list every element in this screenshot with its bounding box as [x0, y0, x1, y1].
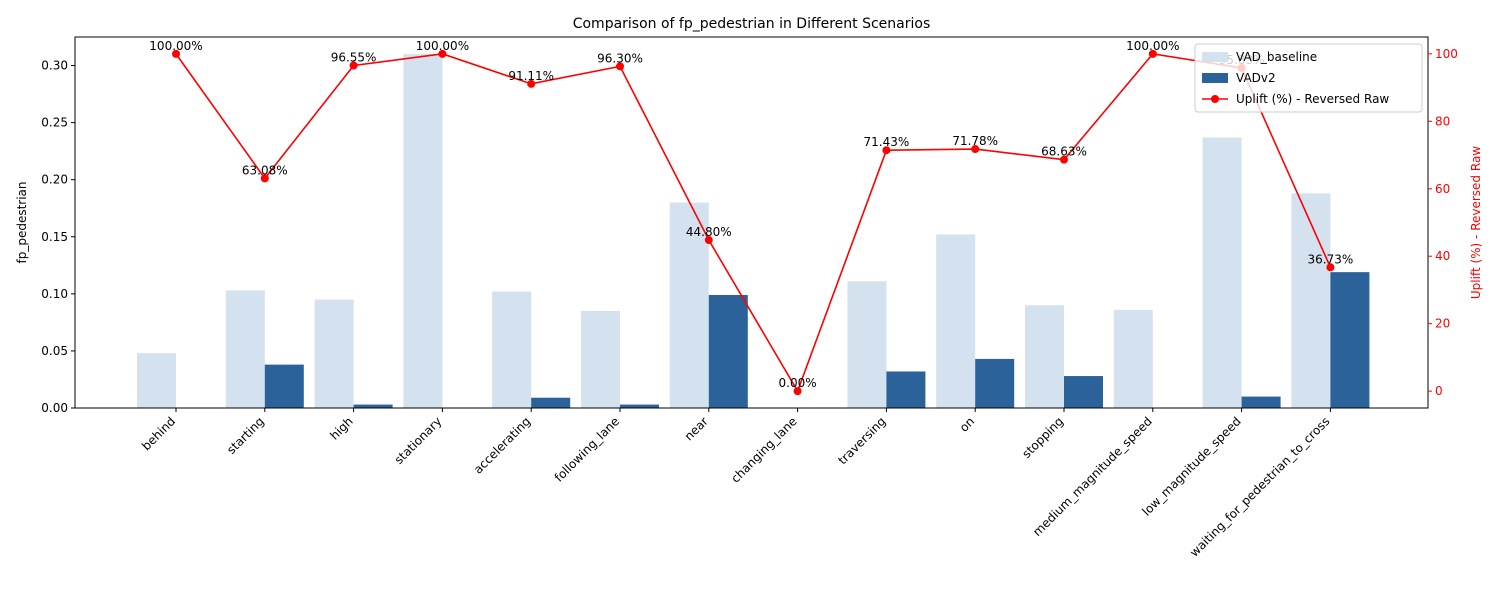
y2-tick-label: 100 — [1435, 47, 1458, 61]
bar-VADv2-following_lane — [620, 404, 659, 408]
bar-VAD_baseline-behind — [137, 353, 176, 408]
uplift-point-following_lane — [616, 62, 624, 71]
legend-swatch-VADv2 — [1202, 73, 1228, 83]
bar-VADv2-on — [975, 358, 1015, 408]
y-tick-label: 0.15 — [41, 230, 68, 244]
uplift-label-changing_lane: 0.00% — [779, 376, 817, 390]
legend-label-VAD_baseline: VAD_baseline — [1236, 50, 1317, 64]
bar-VAD_baseline-near — [669, 202, 709, 408]
bar-VAD_baseline-starting — [225, 290, 265, 408]
chart-title: Comparison of fp_pedestrian in Different… — [573, 16, 931, 32]
bar-VADv2-accelerating — [531, 397, 571, 408]
uplift-point-starting — [260, 174, 269, 183]
uplift-label-stopping: 68.63% — [1041, 145, 1087, 159]
uplift-point-stopping — [1060, 155, 1068, 164]
bar-VADv2-starting — [264, 364, 304, 408]
uplift-label-waiting_for_pedestrian_to_cross: 36.73% — [1308, 252, 1354, 266]
uplift-label-behind: 100.00% — [149, 39, 202, 53]
y-tick-label: 0.10 — [41, 287, 68, 301]
bar-VADv2-stopping — [1064, 376, 1103, 408]
y2-tick-label: 0 — [1435, 384, 1443, 398]
y-axis-label: fp_pedestrian — [15, 181, 29, 263]
uplift-point-medium_magnitude_speed — [1148, 49, 1157, 58]
bar-VAD_baseline-on — [936, 234, 976, 408]
bars-layer — [137, 54, 1370, 408]
bar-VADv2-low_magnitude_speed — [1241, 396, 1281, 408]
y-tick-label: 0.25 — [41, 116, 68, 130]
legend-marker-uplift — [1211, 95, 1219, 103]
uplift-label-on: 71.78% — [952, 134, 998, 148]
bar-VADv2-near — [708, 294, 748, 408]
y2-tick-label: 80 — [1435, 114, 1450, 128]
uplift-point-changing_lane — [793, 387, 802, 396]
y-tick-label: 0.00 — [41, 401, 68, 415]
y-tick-label: 0.20 — [41, 173, 68, 187]
legend-box — [1194, 43, 1423, 113]
bar-VAD_baseline-following_lane — [581, 310, 620, 408]
uplift-label-starting: 63.08% — [242, 163, 288, 177]
uplift-point-high — [349, 61, 358, 70]
y-tick-label: 0.30 — [41, 59, 68, 73]
y2-tick-label: 60 — [1435, 182, 1450, 196]
uplift-point-behind — [172, 49, 180, 58]
uplift-point-near — [704, 236, 713, 245]
plot-frame — [74, 36, 1429, 409]
y2-tick-label: 20 — [1435, 317, 1450, 331]
bar-VAD_baseline-low_magnitude_speed — [1202, 137, 1242, 408]
y2-axis-label: Uplift (%) - Reversed Raw — [1469, 146, 1483, 299]
uplift-label-medium_magnitude_speed: 100.00% — [1126, 39, 1179, 53]
uplift-label-near: 44.80% — [686, 225, 732, 239]
y-tick-label: 0.05 — [41, 344, 68, 358]
uplift-point-traversing — [882, 146, 891, 155]
bar-VAD_baseline-high — [314, 299, 354, 408]
uplift-point-waiting_for_pedestrian_to_cross — [1326, 263, 1335, 272]
uplift-label-high: 96.55% — [331, 50, 377, 64]
bar-VADv2-traversing — [886, 371, 926, 408]
bar-VADv2-waiting_for_pedestrian_to_cross — [1330, 272, 1370, 408]
uplift-label-traversing: 71.43% — [864, 135, 910, 149]
legend-swatch-VAD_baseline — [1202, 52, 1228, 62]
legend: VAD_baseline VADv2 Uplift (%) - Reversed R… — [1194, 43, 1423, 113]
bar-VAD_baseline-stopping — [1025, 305, 1064, 408]
data-labels-layer: 100.00% 63.08% 96.55% 100.00% 91.11% 96.30% 44… — [149, 39, 1353, 390]
uplift-label-following_lane: 96.30% — [597, 51, 643, 65]
uplift-label-stationary: 100.00% — [416, 39, 469, 53]
bar-VADv2-high — [353, 404, 393, 408]
bar-VAD_baseline-stationary — [403, 54, 443, 408]
bar-VAD_baseline-accelerating — [492, 291, 532, 408]
uplift-label-accelerating: 91.11% — [508, 69, 554, 83]
bar-VAD_baseline-traversing — [847, 281, 887, 408]
y2-tick-label: 40 — [1435, 249, 1450, 263]
legend-label-uplift: Uplift (%) - Reversed Raw — [1236, 92, 1389, 106]
legend-label-VADv2: VADv2 — [1236, 71, 1276, 85]
bar-VAD_baseline-waiting_for_pedestrian_to_cross — [1291, 193, 1331, 408]
uplift-line — [175, 53, 1332, 393]
uplift-point-stationary — [438, 49, 447, 58]
bar-VAD_baseline-medium_magnitude_speed — [1113, 309, 1153, 408]
uplift-point-on — [971, 145, 980, 154]
uplift-point-accelerating — [527, 79, 536, 88]
